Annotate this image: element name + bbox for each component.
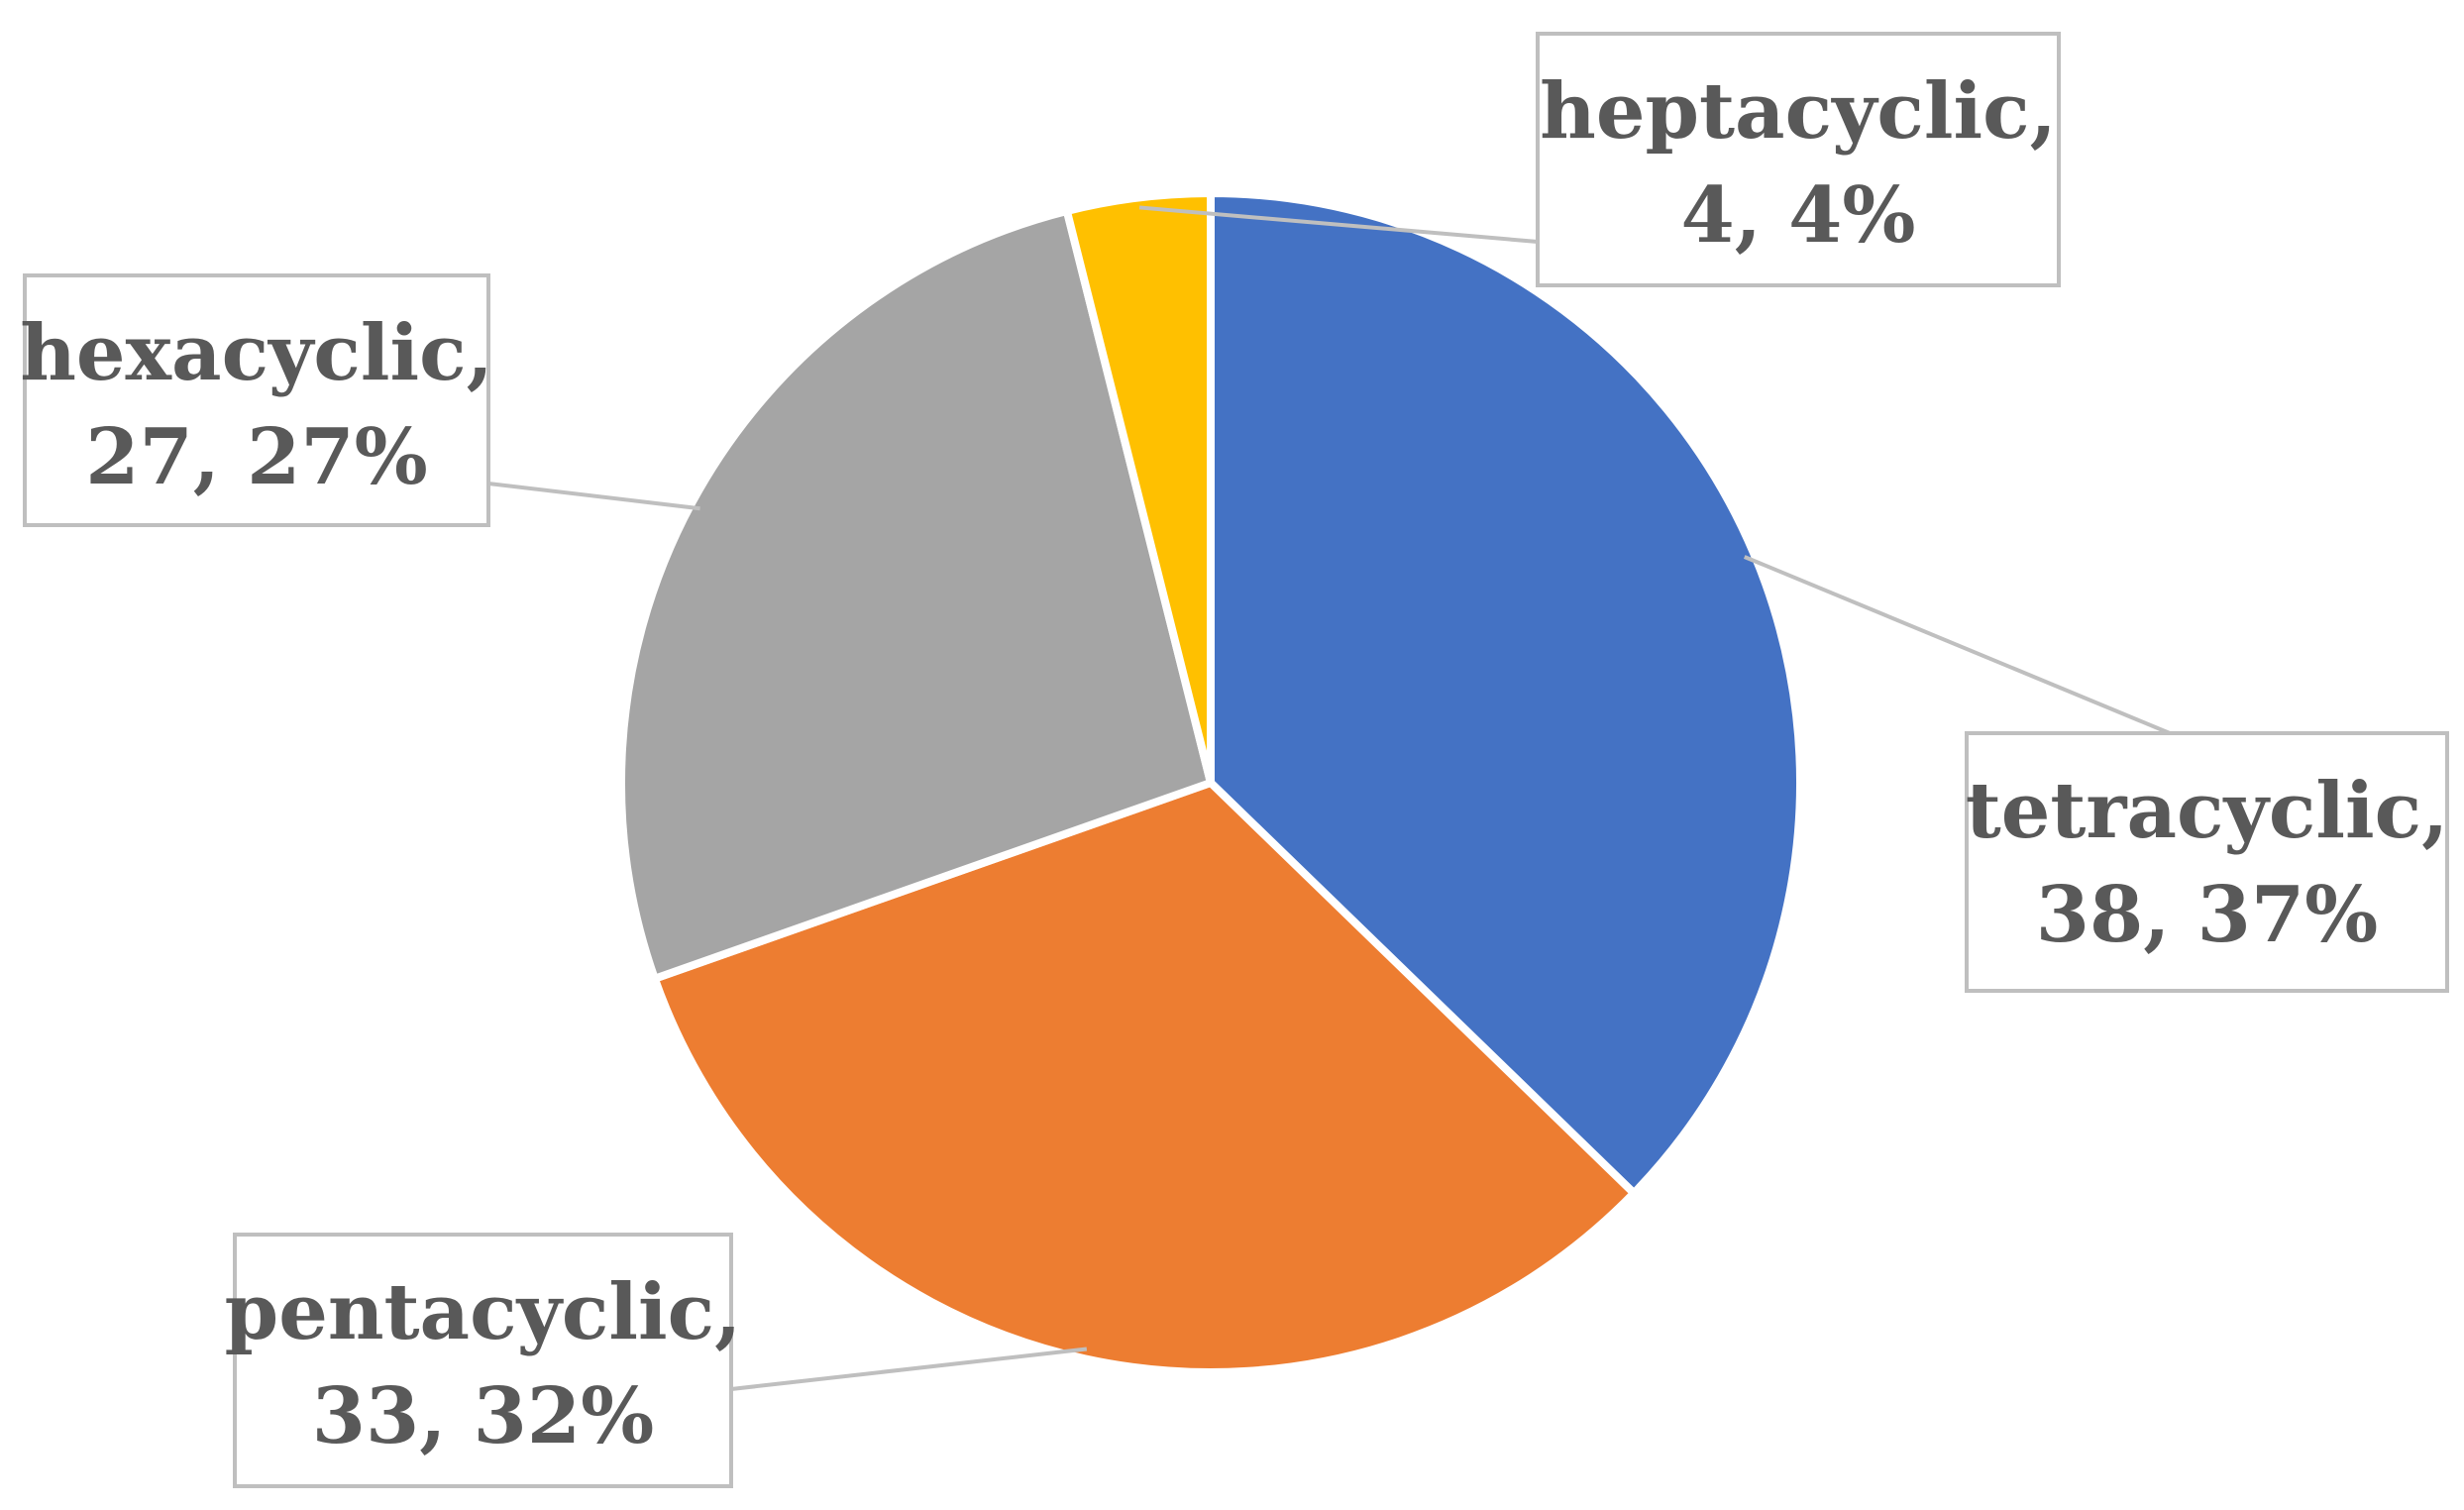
label-value-tetracyclic: 38, 37% [2036,870,2379,960]
label-box-pentacyclic [233,1233,733,1488]
label-box-heptacyclic [1536,32,2061,287]
label-box-tetracyclic [1965,731,2449,993]
label-value-hexacyclic: 27, 27% [85,412,428,502]
leader-line-heptacyclic [1138,205,1539,244]
label-box-hexacyclic [23,273,490,527]
pie-slice-pentacyclic [650,779,1639,1376]
leader-lines [487,205,2171,1391]
pie-slice-hexacyclic [617,206,1215,983]
leader-line-pentacyclic [730,1347,1088,1391]
label-name-heptacyclic: heptacyclic, [1540,66,2057,157]
leader-line-hexacyclic [487,482,700,511]
label-value-heptacyclic: 4, 4% [1681,170,1916,261]
pie-slice-tetracyclic [1207,189,1804,1198]
label-name-tetracyclic: tetracyclic, [1966,766,2449,856]
label-value-pentacyclic: 33, 32% [312,1371,655,1461]
label-name-hexacyclic: hexacyclic, [20,308,493,398]
pie-slices [617,189,1804,1376]
pie-slice-heptacyclic [1062,189,1215,787]
data-labels: tetracyclic, 38, 37% pentacyclic, 33, 32% he… [20,32,2449,1488]
leader-line-tetracyclic [1743,555,2171,735]
label-name-pentacyclic: pentacyclic, [225,1267,742,1357]
